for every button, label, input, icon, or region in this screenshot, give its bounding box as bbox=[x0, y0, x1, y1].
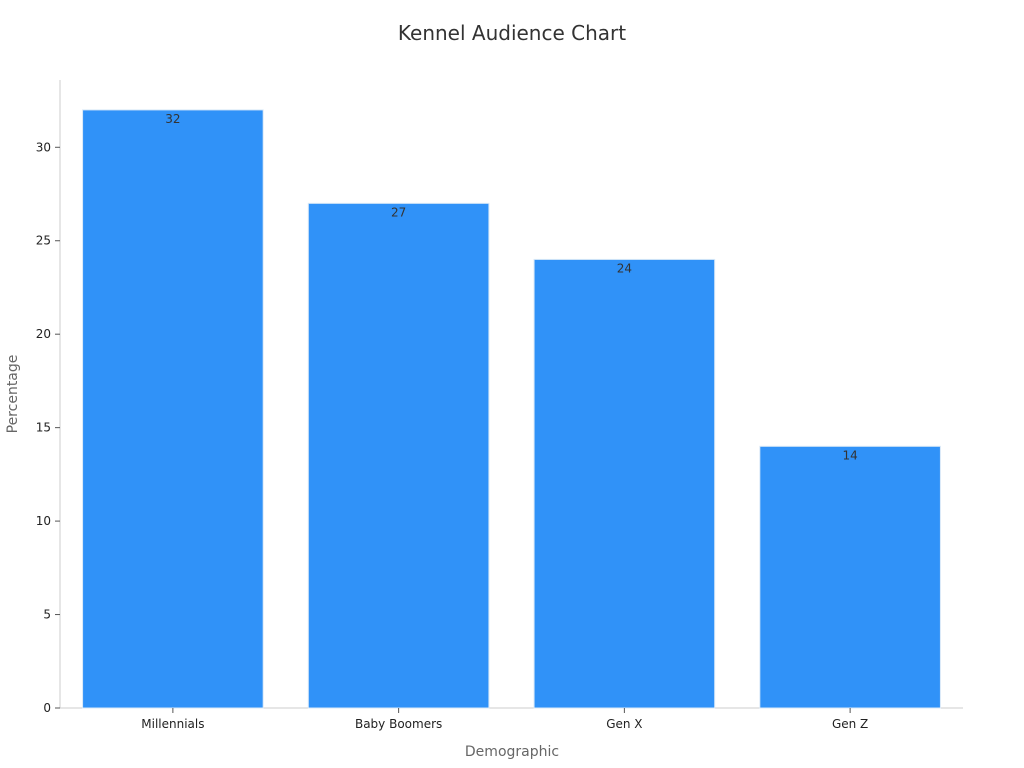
y-axis-title: Percentage bbox=[5, 355, 21, 434]
y-tick-label: 25 bbox=[36, 234, 51, 248]
x-tick-label: Gen X bbox=[606, 717, 642, 731]
y-tick-label: 0 bbox=[43, 701, 51, 715]
bar bbox=[759, 445, 941, 709]
data-label: 32 bbox=[165, 112, 180, 126]
chart-title: Kennel Audience Chart bbox=[398, 21, 626, 45]
data-label: 27 bbox=[391, 205, 406, 219]
y-tick-label: 10 bbox=[36, 514, 51, 528]
bar bbox=[533, 258, 716, 709]
y-tick-label: 15 bbox=[36, 421, 51, 435]
y-tick-label: 30 bbox=[36, 140, 51, 154]
x-tick-label: Gen Z bbox=[832, 717, 868, 731]
bar bbox=[82, 109, 264, 709]
y-tick-label: 5 bbox=[43, 608, 51, 622]
x-axis-title: Demographic bbox=[465, 744, 559, 760]
bar bbox=[307, 202, 490, 709]
x-tick-label: Baby Boomers bbox=[355, 717, 442, 731]
y-tick-label: 20 bbox=[36, 327, 51, 341]
data-label: 24 bbox=[617, 261, 632, 275]
x-tick-label: Millennials bbox=[141, 717, 204, 731]
plot-area: 0 5 10 15 20 25 30 Millennials 32 Baby Boomers 27 G… bbox=[36, 80, 963, 731]
data-label: 14 bbox=[842, 448, 857, 462]
